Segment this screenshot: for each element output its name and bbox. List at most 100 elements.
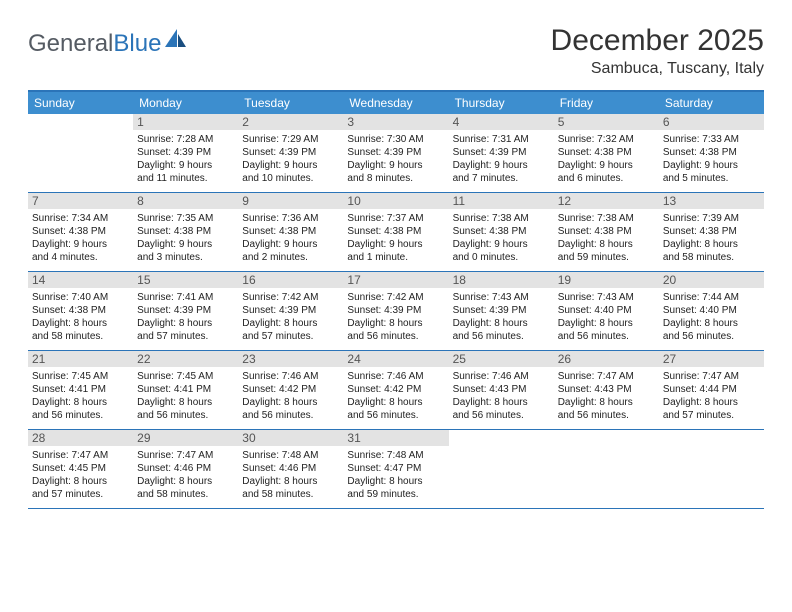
title-block: December 2025 Sambuca, Tuscany, Italy — [551, 24, 764, 78]
daylight-text-1: Daylight: 8 hours — [137, 475, 234, 488]
day-info: Sunrise: 7:36 AMSunset: 4:38 PMDaylight:… — [242, 212, 339, 264]
daylight-text-1: Daylight: 8 hours — [347, 475, 444, 488]
sunrise-text: Sunrise: 7:40 AM — [32, 291, 129, 304]
sunrise-text: Sunrise: 7:37 AM — [347, 212, 444, 225]
sunset-text: Sunset: 4:41 PM — [137, 383, 234, 396]
sunset-text: Sunset: 4:38 PM — [242, 225, 339, 238]
sunset-text: Sunset: 4:39 PM — [453, 304, 550, 317]
dow-row: Sunday Monday Tuesday Wednesday Thursday… — [28, 92, 764, 114]
sunrise-text: Sunrise: 7:47 AM — [558, 370, 655, 383]
day-cell: 5Sunrise: 7:32 AMSunset: 4:38 PMDaylight… — [554, 114, 659, 192]
day-number: 3 — [343, 114, 448, 130]
sunrise-text: Sunrise: 7:33 AM — [663, 133, 760, 146]
sunrise-text: Sunrise: 7:48 AM — [242, 449, 339, 462]
sunset-text: Sunset: 4:46 PM — [137, 462, 234, 475]
day-cell: 10Sunrise: 7:37 AMSunset: 4:38 PMDayligh… — [343, 193, 448, 271]
week-row: 7 Sunrise: 7:34 AMSunset: 4:38 PMDaylight… — [28, 193, 764, 272]
daylight-text-2: and 58 minutes. — [663, 251, 760, 264]
daylight-text-1: Daylight: 8 hours — [663, 238, 760, 251]
logo-word2: Blue — [113, 30, 161, 57]
calendar: Sunday Monday Tuesday Wednesday Thursday… — [28, 90, 764, 509]
daylight-text-2: and 57 minutes. — [663, 409, 760, 422]
sunrise-text: Sunrise: 7:39 AM — [663, 212, 760, 225]
daylight-text-1: Daylight: 8 hours — [242, 396, 339, 409]
day-number: 30 — [238, 430, 343, 446]
sunset-text: Sunset: 4:39 PM — [347, 146, 444, 159]
month-title: December 2025 — [551, 24, 764, 58]
day-number: 24 — [343, 351, 448, 367]
daylight-text-1: Daylight: 8 hours — [32, 396, 129, 409]
day-number: 19 — [554, 272, 659, 288]
daylight-text-2: and 56 minutes. — [32, 409, 129, 422]
day-info: Sunrise: 7:48 AMSunset: 4:46 PMDaylight:… — [242, 449, 339, 501]
day-number: 26 — [554, 351, 659, 367]
day-number: 18 — [449, 272, 554, 288]
sunrise-text: Sunrise: 7:46 AM — [242, 370, 339, 383]
daylight-text-1: Daylight: 8 hours — [558, 396, 655, 409]
daylight-text-2: and 58 minutes. — [242, 488, 339, 501]
daylight-text-2: and 58 minutes. — [137, 488, 234, 501]
day-cell — [554, 430, 659, 508]
day-cell — [659, 430, 764, 508]
daylight-text-1: Daylight: 8 hours — [32, 475, 129, 488]
day-cell: 30 Sunrise: 7:48 AMSunset: 4:46 PMDayligh… — [238, 430, 343, 508]
sunrise-text: Sunrise: 7:44 AM — [663, 291, 760, 304]
sunrise-text: Sunrise: 7:47 AM — [32, 449, 129, 462]
day-cell: 6Sunrise: 7:33 AMSunset: 4:38 PMDaylight… — [659, 114, 764, 192]
day-info: Sunrise: 7:39 AMSunset: 4:38 PMDaylight:… — [663, 212, 760, 264]
logo: GeneralBlue — [28, 24, 187, 58]
logo-sail-icon — [165, 29, 187, 54]
location: Sambuca, Tuscany, Italy — [551, 60, 764, 78]
daylight-text-2: and 5 minutes. — [663, 172, 760, 185]
sunrise-text: Sunrise: 7:29 AM — [242, 133, 339, 146]
day-number: 8 — [133, 193, 238, 209]
sunrise-text: Sunrise: 7:41 AM — [137, 291, 234, 304]
daylight-text-2: and 4 minutes. — [32, 251, 129, 264]
daylight-text-1: Daylight: 8 hours — [558, 317, 655, 330]
day-number: 15 — [133, 272, 238, 288]
day-number: 9 — [238, 193, 343, 209]
sunrise-text: Sunrise: 7:47 AM — [137, 449, 234, 462]
daylight-text-2: and 56 minutes. — [453, 330, 550, 343]
day-info: Sunrise: 7:47 AMSunset: 4:43 PMDaylight:… — [558, 370, 655, 422]
daylight-text-1: Daylight: 8 hours — [347, 317, 444, 330]
day-number: 7 — [28, 193, 133, 209]
day-cell: 21Sunrise: 7:45 AMSunset: 4:41 PMDayligh… — [28, 351, 133, 429]
sunset-text: Sunset: 4:38 PM — [32, 304, 129, 317]
day-cell: 18Sunrise: 7:43 AMSunset: 4:39 PMDayligh… — [449, 272, 554, 350]
day-cell — [449, 430, 554, 508]
day-info: Sunrise: 7:32 AMSunset: 4:38 PMDaylight:… — [558, 133, 655, 185]
sunset-text: Sunset: 4:39 PM — [242, 304, 339, 317]
sunset-text: Sunset: 4:47 PM — [347, 462, 444, 475]
day-cell: 19Sunrise: 7:43 AMSunset: 4:40 PMDayligh… — [554, 272, 659, 350]
day-number: 22 — [133, 351, 238, 367]
day-number: 20 — [659, 272, 764, 288]
daylight-text-2: and 56 minutes. — [558, 330, 655, 343]
day-info: Sunrise: 7:47 AMSunset: 4:44 PMDaylight:… — [663, 370, 760, 422]
daylight-text-2: and 56 minutes. — [347, 330, 444, 343]
day-cell: 28Sunrise: 7:47 AMSunset: 4:45 PMDayligh… — [28, 430, 133, 508]
sunset-text: Sunset: 4:38 PM — [137, 225, 234, 238]
day-cell: 1Sunrise: 7:28 AMSunset: 4:39 PMDaylight… — [133, 114, 238, 192]
day-info: Sunrise: 7:28 AMSunset: 4:39 PMDaylight:… — [137, 133, 234, 185]
sunset-text: Sunset: 4:38 PM — [453, 225, 550, 238]
sunset-text: Sunset: 4:38 PM — [663, 225, 760, 238]
daylight-text-1: Daylight: 9 hours — [453, 238, 550, 251]
daylight-text-2: and 57 minutes. — [32, 488, 129, 501]
day-cell: 26 Sunrise: 7:47 AMSunset: 4:43 PMDayligh… — [554, 351, 659, 429]
day-cell: 24Sunrise: 7:46 AMSunset: 4:42 PMDayligh… — [343, 351, 448, 429]
day-cell: 9 Sunrise: 7:36 AMSunset: 4:38 PMDaylight… — [238, 193, 343, 271]
day-info: Sunrise: 7:38 AMSunset: 4:38 PMDaylight:… — [453, 212, 550, 264]
sunset-text: Sunset: 4:41 PM — [32, 383, 129, 396]
day-info: Sunrise: 7:34 AMSunset: 4:38 PMDaylight:… — [32, 212, 129, 264]
daylight-text-2: and 56 minutes. — [558, 409, 655, 422]
day-cell: 13Sunrise: 7:39 AMSunset: 4:38 PMDayligh… — [659, 193, 764, 271]
day-info: Sunrise: 7:31 AMSunset: 4:39 PMDaylight:… — [453, 133, 550, 185]
day-cell: 25Sunrise: 7:46 AMSunset: 4:43 PMDayligh… — [449, 351, 554, 429]
daylight-text-1: Daylight: 9 hours — [453, 159, 550, 172]
day-number: 25 — [449, 351, 554, 367]
sunset-text: Sunset: 4:38 PM — [32, 225, 129, 238]
day-number: 16 — [238, 272, 343, 288]
header: GeneralBlue December 2025 Sambuca, Tusca… — [28, 24, 764, 78]
sunrise-text: Sunrise: 7:43 AM — [453, 291, 550, 304]
